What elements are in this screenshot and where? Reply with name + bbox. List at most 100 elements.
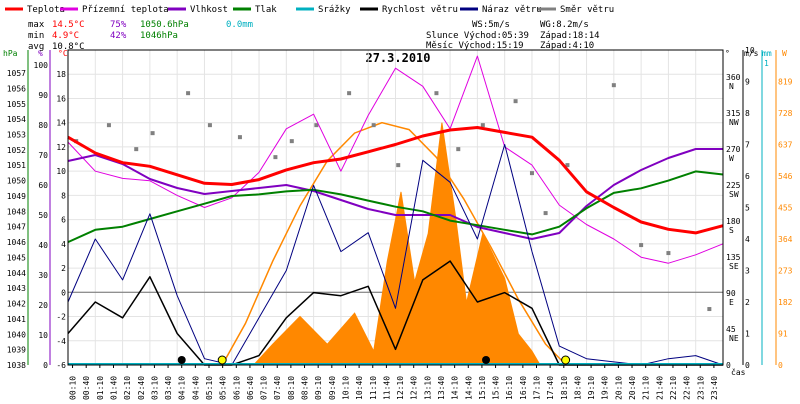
wind-direction-point: [186, 91, 191, 96]
tick-label-ms: 6: [745, 172, 750, 181]
tick-label-hpa: 1049: [7, 192, 26, 201]
tick-label-hpa: 1043: [7, 284, 26, 293]
tick-label-percent: 90: [38, 91, 48, 100]
tick-label-time: 03:10: [150, 376, 159, 400]
tick-label-hpa: 1051: [7, 161, 26, 170]
tick-label-time: 15:40: [492, 376, 501, 400]
tick-label-time: 00:10: [69, 376, 78, 400]
tick-label-percent: 0: [43, 361, 48, 370]
stat-max-hum: 75%: [110, 20, 127, 30]
tick-label-time: 11:10: [369, 376, 378, 400]
legend-label: Tlak: [255, 5, 277, 15]
tick-label-direction: 0: [726, 361, 731, 370]
tick-label-percent: 50: [38, 211, 48, 220]
tick-label-time: 19:10: [587, 376, 596, 400]
tick-label-celsius: 2: [61, 264, 66, 273]
stat-avg-label: avg: [28, 42, 44, 52]
tick-label-mm: 1: [764, 59, 769, 68]
wind-info: WS:5m/s WG:8.2m/s Slunce Východ:05:39 Zá…: [426, 20, 600, 51]
tick-label-w: 91: [778, 330, 788, 339]
tick-label-time: 23:40: [710, 376, 719, 400]
ground-temperature-line: [67, 55, 724, 264]
solar-radiation-area: [252, 122, 541, 366]
legend-label: Rychlost větru: [382, 5, 458, 15]
sunset-marker: [561, 355, 571, 365]
tick-label-ms: 3: [745, 267, 750, 276]
tick-label-hpa: 1039: [7, 346, 26, 355]
tick-label-ms: 1: [745, 330, 750, 339]
axis-unit-w: W: [782, 49, 787, 58]
tick-label-time: 17:10: [533, 376, 542, 400]
axis-unit-hpa: hPa: [3, 49, 18, 58]
tick-label-time: 12:40: [410, 376, 419, 400]
tick-label-percent: 60: [38, 181, 48, 190]
plot-area: [67, 50, 724, 366]
tick-label-compass: SE: [729, 262, 739, 271]
tick-label-time: 06:40: [246, 376, 255, 400]
stat-max-temp: 14.5°C: [52, 20, 85, 30]
tick-label-hpa: 1042: [7, 300, 26, 309]
plot-frame: [67, 49, 724, 366]
tick-label-celsius: 0: [61, 288, 66, 297]
tick-label-hpa: 1048: [7, 207, 26, 216]
tick-label-time: 07:10: [260, 376, 269, 400]
axes: hPa% °C1057105610551054105310521051105010…: [3, 46, 793, 400]
legend-label: Teplota: [27, 5, 65, 15]
wind-direction-point: [513, 99, 518, 104]
wind-direction-point: [611, 83, 616, 88]
tick-label-direction: 90: [726, 289, 736, 298]
wind-direction-point: [207, 123, 212, 128]
legend: Teplota Přízemní teplota Vlhkost Tlak Srážky…: [5, 5, 614, 15]
axis-label-time: čas: [731, 367, 746, 377]
wind-direction-point: [396, 163, 401, 168]
tick-label-w: 728: [778, 109, 793, 118]
wind-direction-point: [289, 139, 294, 144]
humidity-line: [67, 148, 723, 240]
tick-label-time: 11:40: [382, 376, 391, 400]
tick-label-time: 18:10: [560, 376, 569, 400]
tick-label-hpa: 1045: [7, 253, 26, 262]
tick-label-direction: 360: [726, 73, 741, 82]
tick-label-w: 819: [778, 78, 793, 87]
tick-label-w: 364: [778, 235, 793, 244]
wind-direction-point: [273, 155, 278, 160]
tick-label-time: 06:10: [232, 376, 241, 400]
tick-label-percent: 40: [38, 241, 48, 250]
stat-avg-temp: 10.8°C: [52, 42, 85, 52]
tick-label-direction: 45: [726, 325, 736, 334]
wind-direction-point: [237, 135, 242, 140]
tick-label-time: 02:40: [137, 376, 146, 400]
wind-direction-point: [565, 163, 570, 168]
tick-label-hpa: 1055: [7, 100, 26, 109]
chart-title: 27.3.2010: [365, 51, 430, 65]
tick-label-w: 273: [778, 267, 793, 276]
tick-label-ms: 7: [745, 141, 750, 150]
tick-label-time: 22:10: [669, 376, 678, 400]
tick-label-time: 02:10: [123, 376, 132, 400]
tick-label-time: 23:10: [696, 376, 705, 400]
tick-label-w: 455: [778, 204, 793, 213]
tick-label-w: 637: [778, 141, 793, 150]
tick-label-time: 22:40: [683, 376, 692, 400]
tick-label-ms: 10: [745, 46, 755, 55]
sun-rise-info: Slunce Východ:05:39: [426, 31, 529, 41]
axis-unit-ms: m/s: [744, 49, 759, 58]
stat-min-label: min: [28, 31, 44, 41]
stats-block: max 14.5°C 75% 1050.6hPa 0.0mm min 4.9°C…: [28, 20, 253, 52]
wind-direction-point: [529, 171, 534, 176]
wind-direction-point: [371, 123, 376, 128]
wind-direction-point: [134, 147, 139, 152]
stat-min-hum: 42%: [110, 31, 127, 41]
tick-label-time: 01:40: [109, 376, 118, 400]
wind-direction-point: [543, 211, 548, 216]
tick-label-ms: 5: [745, 204, 750, 213]
wind-direction-point: [314, 123, 319, 128]
tick-label-ms: 0: [745, 361, 750, 370]
tick-label-time: 21:10: [642, 376, 651, 400]
wind-direction-point: [480, 123, 485, 128]
wind-direction-point: [347, 91, 352, 96]
tick-label-w: 546: [778, 172, 793, 181]
tick-label-direction: 135: [726, 253, 741, 262]
moon-set-info: Západ:4:10: [540, 41, 594, 51]
tick-label-celsius: 14: [56, 119, 66, 128]
